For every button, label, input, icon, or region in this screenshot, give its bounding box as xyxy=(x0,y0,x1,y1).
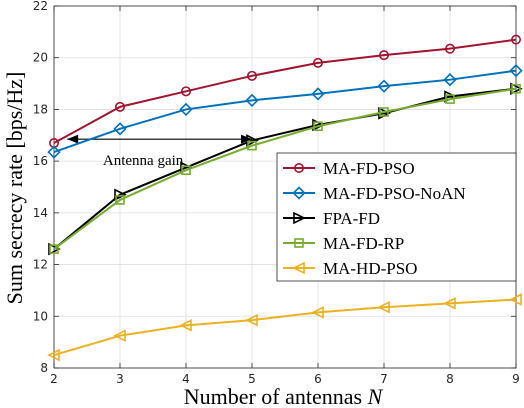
legend-box xyxy=(276,152,517,282)
y-axis-title: Sum secrecy rate [bps/Hz] xyxy=(2,72,27,305)
legend-item: MA-FD-PSO xyxy=(283,159,415,178)
data-point xyxy=(313,121,323,132)
x-tick-label: 3 xyxy=(116,372,124,386)
legend-label: MA-HD-PSO xyxy=(323,259,417,278)
legend-label: MA-FD-PSO-NoAN xyxy=(323,184,466,203)
data-point xyxy=(179,319,192,332)
antenna-gain-annotation: Antenna gain xyxy=(67,134,252,169)
data-point xyxy=(245,93,259,108)
data-point xyxy=(511,83,521,94)
arrowhead-left xyxy=(67,134,79,144)
series-line xyxy=(53,87,517,250)
data-point xyxy=(49,244,59,254)
data-point xyxy=(115,195,125,205)
data-point xyxy=(115,101,126,112)
series-ma-hd-pso xyxy=(47,293,522,362)
data-point xyxy=(377,300,390,314)
x-tick-label: 5 xyxy=(248,372,256,386)
series-ma-fd-rp xyxy=(49,83,521,254)
y-tick-label: 10 xyxy=(33,309,48,323)
x-tick-label: 7 xyxy=(380,372,388,386)
data-point xyxy=(247,140,257,151)
y-tick-label: 16 xyxy=(33,154,48,168)
data-point xyxy=(47,348,60,362)
annotations: Antenna gain xyxy=(67,134,252,169)
series-line xyxy=(53,69,517,154)
legend-marker xyxy=(292,186,306,200)
legend-label: MA-FD-RP xyxy=(323,234,404,253)
x-tick-label: 8 xyxy=(446,372,454,386)
x-tick-label: 2 xyxy=(50,372,58,386)
x-axis-title: Number of antennas N xyxy=(184,384,384,408)
data-point xyxy=(247,70,258,81)
data-point xyxy=(312,57,323,68)
data-point xyxy=(377,79,391,93)
data-point xyxy=(443,297,456,310)
data-point xyxy=(113,122,127,136)
data-point xyxy=(114,188,127,202)
legend-label: FPA-FD xyxy=(323,209,380,228)
tick-labels: 2 3 4 5 6 7 8 9 8 10 12 14 16 18 20 22 xyxy=(33,0,520,386)
data-point xyxy=(379,107,389,117)
x-tick-label: 4 xyxy=(182,372,190,386)
y-tick-label: 18 xyxy=(33,102,48,116)
legend-item: MA-FD-PSO-NoAN xyxy=(283,184,466,203)
data-point xyxy=(311,87,325,101)
y-tick-label: 8 xyxy=(40,361,48,375)
data-point xyxy=(113,329,126,342)
y-tick-label: 14 xyxy=(33,206,48,220)
y-tick-label: 20 xyxy=(33,51,48,65)
annotation-label: Antenna gain xyxy=(103,153,184,169)
data-point xyxy=(47,145,61,159)
legend-item: MA-HD-PSO xyxy=(283,259,417,278)
data-point xyxy=(179,102,193,117)
data-point xyxy=(510,34,521,45)
data-point xyxy=(378,50,389,61)
data-point xyxy=(48,242,61,256)
data-point xyxy=(445,94,455,104)
series-line xyxy=(53,87,517,250)
legend-marker xyxy=(294,238,304,248)
series-line xyxy=(53,38,517,144)
series-ma-fd-pso-noan xyxy=(47,64,523,159)
legend-marker xyxy=(293,211,306,225)
data-point xyxy=(443,73,457,87)
legend-label: MA-FD-PSO xyxy=(323,159,415,178)
data-point xyxy=(245,313,258,327)
data-point xyxy=(246,134,259,147)
y-tick-label: 22 xyxy=(33,0,48,13)
x-tick-label: 6 xyxy=(314,372,322,386)
data-point xyxy=(509,293,522,306)
series xyxy=(47,34,523,362)
legend-marker xyxy=(292,261,305,275)
x-tick-label: 9 xyxy=(512,372,520,386)
y-tick-label: 12 xyxy=(33,258,48,272)
data-point xyxy=(444,43,455,54)
data-point xyxy=(509,64,523,78)
legend-marker xyxy=(293,163,304,174)
data-point xyxy=(181,165,191,175)
series-line xyxy=(53,298,517,357)
legend-item: FPA-FD xyxy=(283,209,380,228)
legend: MA-FD-PSO MA-FD-PSO-NoAN FPA-FD MA-FD-RP MA-… xyxy=(276,152,517,282)
data-point xyxy=(181,86,192,97)
data-point xyxy=(311,306,324,319)
legend-item: MA-FD-RP xyxy=(283,234,404,253)
